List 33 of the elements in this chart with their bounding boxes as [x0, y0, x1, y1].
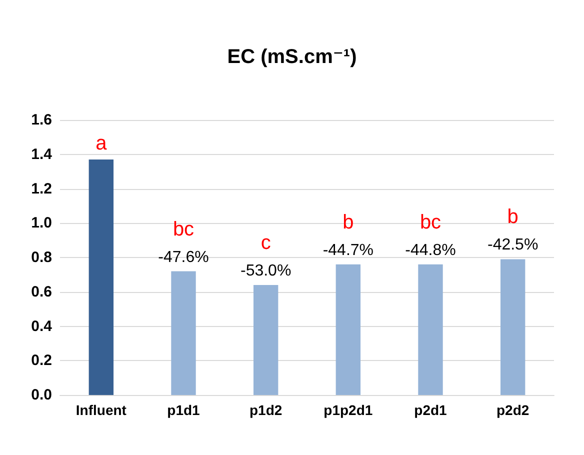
y-tick-label: 1.2 [31, 180, 52, 198]
annotation: -44.8% [405, 242, 456, 259]
bar [88, 160, 114, 395]
x-tick-label: p1d2 [249, 402, 282, 418]
annotation: c [260, 232, 271, 254]
annotation: bc [172, 218, 194, 240]
bar [418, 264, 443, 395]
y-tick-label: 0.2 [31, 352, 52, 370]
y-tick-label: 1.4 [31, 146, 53, 163]
chart-title: EC (mS.cm⁻¹) [227, 46, 357, 68]
bar [500, 259, 526, 395]
annotation: bc [420, 211, 442, 234]
x-tick-label: p1d1 [167, 402, 200, 418]
y-tick-label: 1.6 [31, 112, 52, 128]
x-tick-label: p2d2 [496, 402, 530, 418]
annotation: -44.7% [322, 242, 374, 259]
bar [336, 264, 361, 395]
bar [253, 285, 278, 395]
y-tick-label: 0.8 [31, 249, 52, 266]
y-tick-label: 0.6 [31, 283, 52, 300]
y-tick-label: 1.0 [31, 214, 52, 232]
y-tick-label: 0.0 [31, 386, 52, 404]
x-tick-label: Influent [76, 402, 127, 418]
annotation: b [342, 211, 354, 234]
y-tick-label: 0.4 [31, 318, 53, 335]
annotation: -53.0% [240, 262, 292, 280]
annotation: -47.6% [158, 248, 209, 266]
annotation: b [507, 206, 518, 228]
x-tick-label: p2d1 [414, 402, 448, 418]
annotation: a [96, 132, 108, 155]
annotation: -42.5% [487, 236, 538, 254]
bar [171, 271, 196, 395]
x-tick-label: p1p2d1 [324, 402, 373, 418]
